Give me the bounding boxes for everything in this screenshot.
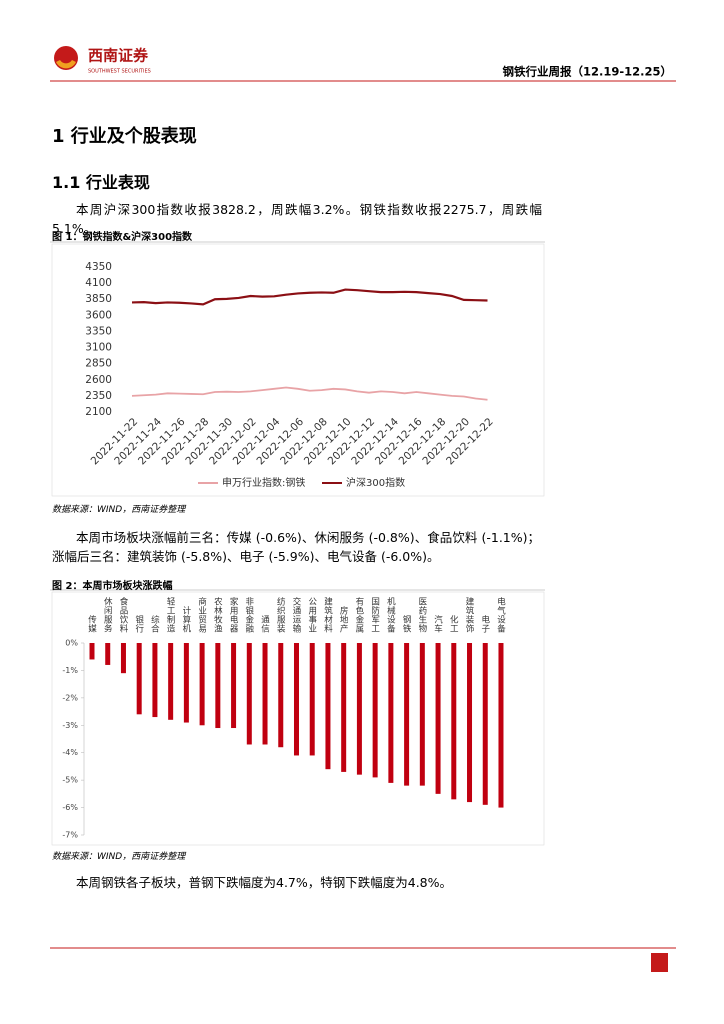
y-tick-label: -5% [62,776,78,785]
x-tick-label: 公用事业 [307,597,317,633]
x-tick-label: 医药生物 [417,597,427,633]
figure-frame [51,243,545,497]
y-tick-label: -1% [62,666,78,675]
bar [152,643,158,718]
bar [215,643,221,729]
bar [183,643,189,723]
x-tick-label: 房地产 [338,605,348,633]
x-tick-label: 食品饮料 [118,596,128,633]
bar [168,643,174,720]
x-tick-label: 电子 [480,614,490,633]
legend-label: 沪深300指数 [346,476,405,489]
y-tick-label: -7% [62,831,78,840]
x-tick-label: 计算机 [181,605,191,633]
x-tick-label: 休闲服务 [102,596,112,633]
x-tick-label: 国防军工 [370,597,380,633]
bar [262,643,268,745]
y-tick-label: 0% [65,639,78,648]
x-tick-label: 化工 [448,614,458,633]
x-tick-label: 通信 [260,614,270,633]
series-line [131,386,488,401]
x-tick-label: 建筑装饰 [464,596,474,633]
legend-label: 申万行业指数:钢铁 [222,476,305,489]
logo-arc [56,60,76,69]
x-tick-label: 纺织服装 [275,596,285,633]
x-tick-label: 有色金属 [354,596,364,633]
bar [309,643,315,756]
bar [435,643,441,794]
x-tick-label: 家用电器 [228,596,238,633]
paragraph: 本周沪深300指数收报3828.2，周跌幅3.2%。钢铁指数收报2275.7，周… [52,202,542,236]
bar [89,643,95,660]
y-tick-label: -6% [62,803,78,812]
x-tick-label: 钢铁 [401,614,411,633]
x-tick-label: 商业贸易 [197,596,207,633]
bar [404,643,410,786]
bar [293,643,299,756]
bar [419,643,425,786]
y-tick-label: 3600 [85,309,112,321]
x-tick-label: 汽车 [433,614,443,633]
bar [372,643,378,778]
bar [498,643,504,808]
x-tick-label: 机械设备 [385,596,395,633]
bar [278,643,284,748]
y-tick-label: 3850 [85,293,112,305]
y-tick-label: -4% [62,748,78,757]
bar [356,643,362,775]
x-tick-label: 非银金融 [244,596,254,633]
y-tick-label: 2600 [85,374,112,386]
x-tick-label: 建筑材料 [322,596,332,633]
x-tick-label: 综合 [149,614,159,633]
bar [105,643,111,665]
bar [482,643,488,805]
x-tick-label: 银行 [134,614,144,633]
page-box [651,953,668,972]
bar [136,643,142,715]
y-tick-label: -2% [62,693,78,702]
x-tick-label: 传媒 [87,614,97,633]
bar [467,643,473,803]
y-tick-label: 4100 [85,277,112,289]
logo-sub: SOUTHWEST SECURITIES [88,69,151,75]
bar [451,643,457,800]
x-tick-label: 农林牧渔 [212,596,222,633]
figure-frame [51,591,545,846]
bar [246,643,252,745]
paragraph: 本周市场板块涨幅前三名：传媒 (-0.6%)、休闲服务 (-0.8%)、食品饮料… [52,530,540,564]
bar [341,643,347,772]
x-tick-label: 交通运输 [291,596,301,633]
y-tick-label: 3350 [85,325,112,337]
figure-source: 数据来源：WIND，西南证券整理 [52,505,186,515]
y-tick-label: 2100 [85,406,112,418]
figure-caption: 图 1：钢铁指数&沪深300指数 [52,232,193,243]
y-tick-label: -3% [62,721,78,730]
heading: 1 行业及个股表现 [52,126,197,147]
paragraph: 本周钢铁各子板块，普钢下跌幅度为4.7%，特钢下跌幅度为4.8%。 [76,875,453,890]
header-title: 钢铁行业周报（12.19-12.25） [502,65,672,79]
bar [120,643,126,674]
y-tick-label: 2350 [85,390,112,402]
y-tick-label: 4350 [85,261,112,273]
series-line [131,288,488,306]
figure-source: 数据来源：WIND，西南证券整理 [52,852,186,862]
y-tick-label: 3100 [85,342,112,354]
bar [388,643,394,783]
subheading: 1.1 行业表现 [52,173,150,192]
bar [325,643,331,770]
y-tick-label: 2850 [85,358,112,370]
bar [199,643,205,726]
x-tick-label: 轻工制造 [165,596,175,633]
x-tick-label: 电气设备 [495,596,505,633]
bar [231,643,237,729]
figure-caption: 图 2：本周市场板块涨跌幅 [52,581,173,592]
logo-text: 西南证券 [88,47,149,65]
